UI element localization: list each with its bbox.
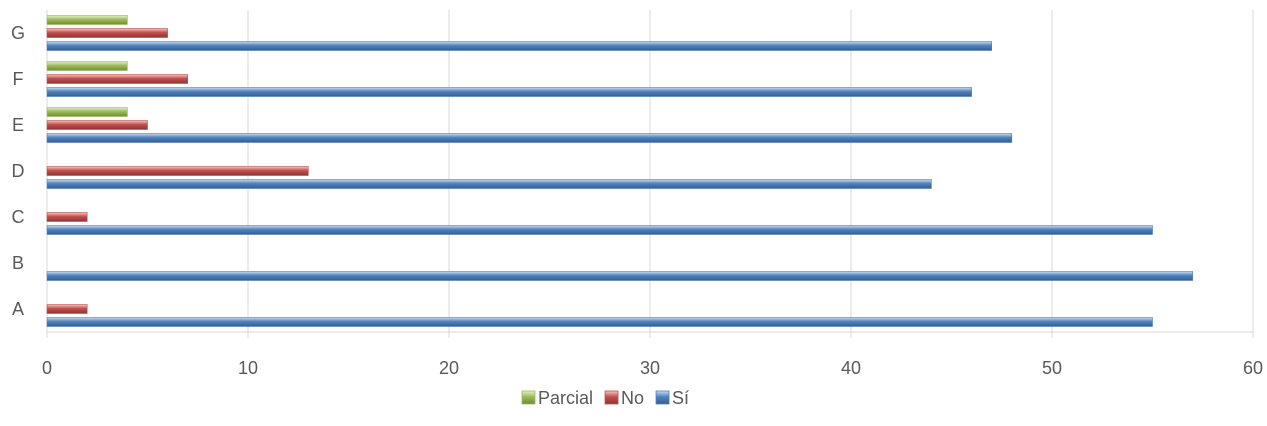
x-tick-label: 40 bbox=[841, 358, 861, 378]
bar-no-D bbox=[46, 166, 309, 176]
y-tick-label: G bbox=[11, 23, 25, 43]
x-tick-label: 60 bbox=[1243, 358, 1263, 378]
bar-sí-E bbox=[46, 133, 1013, 143]
bar-sí-B bbox=[46, 271, 1193, 281]
bar-parcial-E bbox=[46, 107, 128, 117]
y-tick-label: E bbox=[12, 115, 24, 135]
x-tick-label: 0 bbox=[42, 358, 52, 378]
legend: Parcial No Sí bbox=[521, 388, 689, 408]
legend-label: Parcial bbox=[538, 388, 593, 408]
y-tick-label: B bbox=[12, 253, 24, 273]
bar-no-A bbox=[46, 304, 88, 314]
y-tick-label: F bbox=[13, 69, 24, 89]
legend-label: No bbox=[621, 388, 644, 408]
x-tick-label: 30 bbox=[640, 358, 660, 378]
x-tick-label: 50 bbox=[1042, 358, 1062, 378]
bar-sí-G bbox=[46, 41, 993, 51]
y-tick-label: D bbox=[12, 161, 25, 181]
bar-no-E bbox=[46, 120, 148, 130]
bar-sí-D bbox=[46, 179, 932, 189]
bar-parcial-G bbox=[46, 15, 128, 25]
x-tick-label: 20 bbox=[439, 358, 459, 378]
legend-swatch-sí bbox=[655, 390, 670, 405]
bar-sí-A bbox=[46, 317, 1153, 327]
legend-swatch-no bbox=[604, 390, 619, 405]
legend-swatch-parcial bbox=[521, 390, 536, 405]
bar-no-C bbox=[46, 212, 88, 222]
gridlines bbox=[46, 10, 1254, 338]
y-axis-ticks: A B C D E F G bbox=[11, 23, 25, 319]
bar-sí-C bbox=[46, 225, 1153, 235]
bar-sí-F bbox=[46, 87, 972, 97]
bar-no-G bbox=[46, 28, 168, 38]
bar-parcial-F bbox=[46, 61, 128, 71]
x-axis-ticks: 0 10 20 30 40 50 60 bbox=[42, 358, 1263, 378]
legend-label: Sí bbox=[672, 388, 689, 408]
y-tick-label: C bbox=[12, 207, 25, 227]
y-tick-label: A bbox=[12, 299, 24, 319]
bar-no-F bbox=[46, 74, 188, 84]
x-tick-label: 10 bbox=[238, 358, 258, 378]
bars bbox=[46, 15, 1193, 327]
